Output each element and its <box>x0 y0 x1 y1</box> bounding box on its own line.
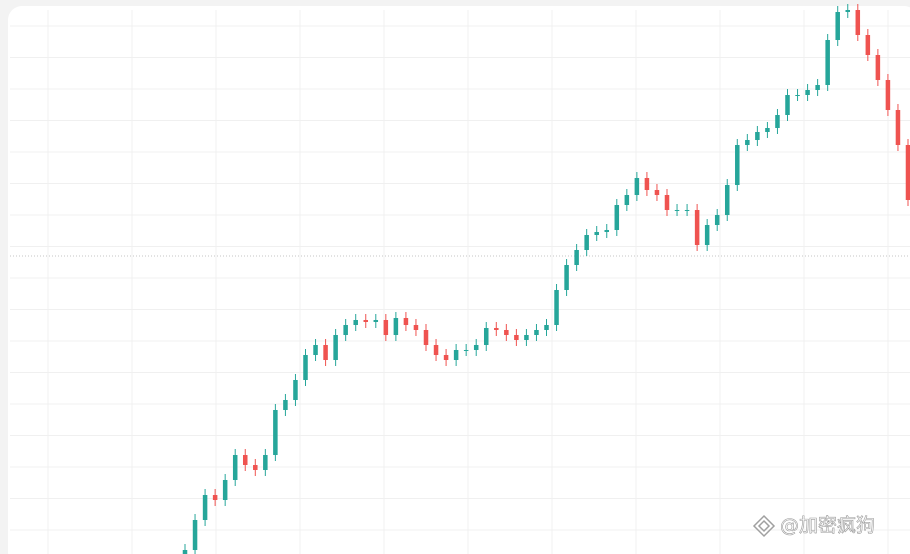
candle-body <box>192 520 198 550</box>
candle-body <box>825 40 830 85</box>
candle-body <box>875 55 881 80</box>
candle-body <box>373 320 379 322</box>
candle-body <box>724 185 730 215</box>
candle-body <box>765 128 770 132</box>
candle-body <box>614 205 620 230</box>
candle-body <box>273 410 278 455</box>
candle-body <box>845 10 851 12</box>
candle-body <box>544 325 549 330</box>
candle-body <box>222 480 228 500</box>
candle-body <box>343 325 348 335</box>
candle-body <box>514 335 519 340</box>
candle-body <box>423 330 429 345</box>
candle-body <box>323 345 328 360</box>
candle-body <box>534 330 539 335</box>
candle-body <box>293 380 298 400</box>
candle-body <box>574 250 579 265</box>
candle-body <box>865 35 871 55</box>
candle-body <box>453 350 459 360</box>
candle-body <box>483 328 489 345</box>
candle-body <box>242 455 248 465</box>
candle-body <box>463 350 469 351</box>
candle-body <box>785 95 790 115</box>
candle-body <box>895 110 901 145</box>
candle-body <box>202 495 208 520</box>
candle-body <box>333 335 338 360</box>
grid <box>10 10 910 554</box>
watermark-logo <box>752 514 776 538</box>
candle-body <box>403 318 409 325</box>
candle-body <box>363 320 369 322</box>
candle-body <box>313 345 318 355</box>
candle-body <box>554 290 559 325</box>
candle-body <box>182 550 188 554</box>
candle-body <box>684 210 690 211</box>
candle-body <box>654 190 660 195</box>
candle-body <box>353 320 358 325</box>
candle-body <box>745 140 750 145</box>
chart-panel <box>8 6 910 554</box>
candle-body <box>644 178 650 190</box>
candle-body <box>905 145 910 200</box>
candle-body <box>383 320 389 335</box>
candle-body <box>815 85 820 90</box>
candle-body <box>524 335 529 340</box>
candle-body <box>212 495 218 500</box>
candle-body <box>664 195 670 210</box>
candle-body <box>735 145 740 185</box>
candle-body <box>473 345 479 350</box>
candle-body <box>835 12 840 40</box>
candle-body <box>494 328 499 330</box>
candle-body <box>413 325 419 330</box>
candle-body <box>634 178 640 195</box>
candle-body <box>604 230 610 232</box>
candle-body <box>694 210 700 245</box>
candle-body <box>775 115 780 128</box>
candle-body <box>433 345 439 355</box>
candle-body <box>714 215 720 225</box>
candle-body <box>624 195 630 205</box>
candle-body <box>443 355 449 360</box>
candle-body <box>283 400 288 410</box>
candle-body <box>232 455 238 480</box>
candle-body <box>393 318 399 335</box>
candle-body <box>584 235 589 250</box>
watermark: @加密疯狗 <box>780 515 875 537</box>
candle-body <box>805 90 810 95</box>
candle-body <box>885 80 891 110</box>
candle-body <box>855 10 861 35</box>
candle-body <box>594 232 599 235</box>
candle-body <box>795 95 800 96</box>
candle-body <box>303 355 308 380</box>
candle-body <box>253 465 258 470</box>
candle-body <box>704 225 710 245</box>
candle-body <box>564 265 569 290</box>
candle-body <box>674 210 680 211</box>
candle-body <box>755 132 760 140</box>
candle-body <box>263 455 268 470</box>
candle-body <box>504 330 509 335</box>
candles <box>182 4 910 554</box>
